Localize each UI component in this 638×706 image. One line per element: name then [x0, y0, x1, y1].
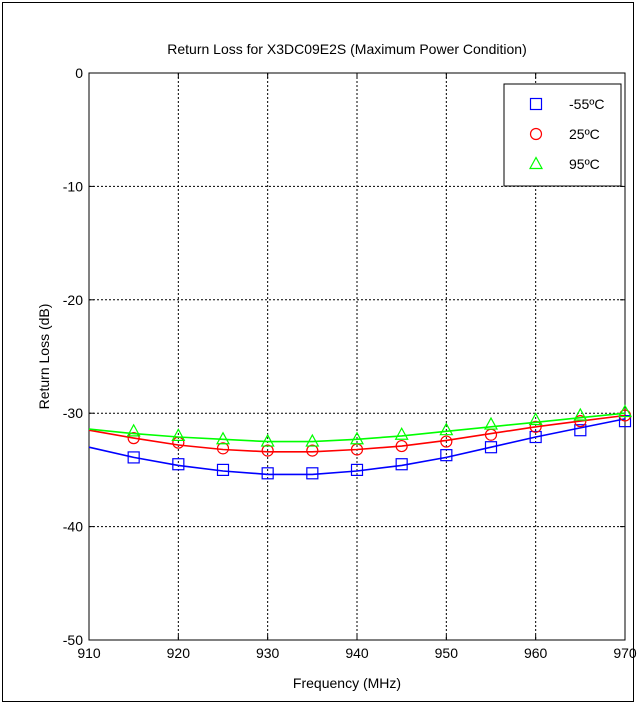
data-point: [172, 458, 185, 471]
legend-label: 25ºC: [569, 126, 600, 142]
data-point: [484, 441, 498, 454]
x-tick-label: 950: [435, 645, 459, 661]
data-point: [171, 428, 186, 441]
data-point: [126, 423, 141, 437]
data-point: [440, 435, 453, 448]
data-point: [574, 415, 587, 428]
data-point: [260, 433, 275, 447]
data-point: [350, 463, 364, 476]
x-tick-label: 920: [167, 645, 191, 661]
data-point: [305, 433, 320, 447]
y-tick-label: -30: [63, 405, 83, 421]
series-1: [88, 409, 632, 457]
data-point: [306, 467, 319, 480]
legend-marker: [528, 156, 544, 170]
legend-marker: [529, 127, 543, 141]
y-tick-label: 0: [75, 65, 83, 81]
data-point: [127, 432, 140, 445]
data-point: [395, 439, 408, 453]
data-point: [395, 458, 408, 471]
axis-ticks: 910 920 930 940 950 960 970 0 -10 -20 -30 -40 -50: [63, 65, 637, 661]
data-point: [216, 442, 230, 455]
legend: -55ºC 25ºC 95ºC: [503, 83, 622, 187]
grid: [89, 73, 625, 640]
series-line: [88, 414, 626, 453]
legend-label: 95ºC: [569, 156, 600, 172]
x-tick-label: 910: [77, 645, 101, 661]
data-point: [617, 404, 633, 418]
data-point: [306, 444, 319, 457]
legend-marker: [529, 97, 543, 111]
series-0: [88, 415, 632, 480]
series-layer: [88, 404, 633, 480]
data-point: [574, 424, 587, 437]
x-tick-label: 930: [256, 645, 280, 661]
data-point: [127, 451, 140, 464]
data-point: [440, 449, 453, 462]
x-tick-label: 940: [345, 645, 369, 661]
chart-title: Return Loss for X3DC09E2S (Maximum Power…: [167, 41, 526, 57]
data-point: [573, 407, 588, 421]
y-tick-label: -20: [63, 292, 83, 308]
series-2: [88, 404, 633, 447]
data-point: [261, 467, 274, 480]
legend-box: [503, 83, 622, 187]
data-point: [216, 463, 230, 476]
data-point: [483, 416, 499, 430]
y-tick-label: -50: [63, 632, 83, 648]
data-point: [215, 431, 231, 445]
data-point: [261, 444, 274, 457]
series-line: [88, 412, 626, 443]
legend-label: -55ºC: [569, 96, 604, 112]
data-point: [439, 422, 454, 436]
y-axis-label: Return Loss (dB): [36, 304, 52, 410]
data-point: [394, 426, 409, 440]
series-line: [88, 418, 626, 476]
y-tick-label: -40: [63, 519, 83, 535]
data-point: [529, 430, 542, 444]
x-tick-label: 970: [613, 645, 637, 661]
x-axis-label: Frequency (MHz): [293, 675, 401, 691]
data-point: [349, 431, 365, 445]
y-tick-label: -10: [63, 178, 83, 194]
data-point: [529, 420, 542, 433]
data-point: [528, 412, 543, 426]
x-tick-label: 960: [524, 645, 548, 661]
